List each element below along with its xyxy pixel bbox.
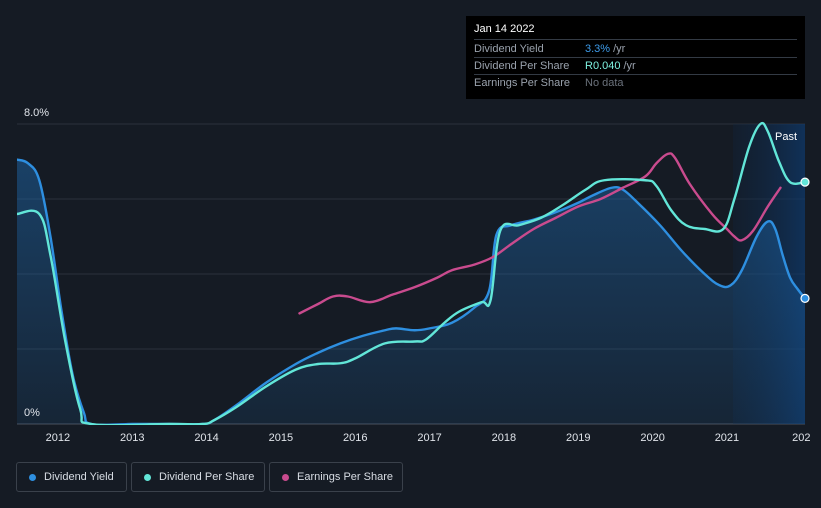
legend-dot-icon — [144, 473, 151, 481]
tooltip-row-dividend-yield: Dividend Yield 3.3% /yr — [474, 41, 797, 58]
tooltip-date: Jan 14 2022 — [474, 23, 797, 40]
legend-dividend-yield[interactable]: Dividend Yield — [16, 462, 127, 492]
legend-earnings-per-share[interactable]: Earnings Per Share — [269, 462, 403, 492]
dividend-per-share-line — [17, 121, 805, 425]
x-tick-label: 202 — [792, 432, 810, 444]
axis-layer: 0% 8.0% 2012 2013 2014 2015 2016 2017 2018 2019 20… — [24, 107, 810, 444]
tooltip-row-dividend-per-share: Dividend Per Share R0.040 /yr — [474, 58, 797, 75]
tooltip-value: R0.040 — [585, 60, 621, 72]
x-tick-label: 2019 — [566, 432, 590, 444]
tooltip-value: 3.3% — [585, 43, 611, 55]
x-tick-label: 2015 — [269, 432, 293, 444]
y-tick-label: 8.0% — [24, 107, 49, 119]
past-label: Past — [775, 131, 797, 143]
legend-label: Earnings Per Share — [297, 471, 393, 483]
x-tick-label: 2014 — [194, 432, 218, 444]
legend-label: Dividend Per Share — [159, 471, 255, 483]
legend-label: Dividend Yield — [44, 471, 114, 483]
y-tick-label: 0% — [24, 407, 40, 419]
tooltip-unit: /yr — [613, 43, 626, 55]
tooltip: Jan 14 2022 Dividend Yield 3.3% /yr Divi… — [466, 16, 805, 99]
tooltip-value: No data — [585, 77, 624, 89]
dividend-per-share-end-point — [800, 177, 810, 187]
dividend-yield-area — [17, 159, 805, 425]
tooltip-label: Earnings Per Share — [474, 77, 570, 89]
legend-dot-icon — [282, 473, 289, 481]
x-tick-label: 2013 — [120, 432, 144, 444]
tooltip-label: Dividend Per Share — [474, 60, 570, 72]
series-layer — [17, 121, 805, 425]
x-tick-label: 2020 — [640, 432, 664, 444]
tooltip-row-earnings-per-share: Earnings Per Share No data — [474, 75, 797, 91]
x-tick-label: 2012 — [46, 432, 70, 444]
x-tick-label: 2016 — [343, 432, 367, 444]
dividend-yield-end-point — [800, 293, 810, 303]
tooltip-label: Dividend Yield — [474, 43, 544, 55]
x-tick-label: 2021 — [715, 432, 739, 444]
legend-dot-icon — [29, 473, 36, 481]
legend-dividend-per-share[interactable]: Dividend Per Share — [131, 462, 265, 492]
earnings-per-share-line — [298, 152, 782, 315]
x-tick-label: 2018 — [492, 432, 516, 444]
tooltip-unit: /yr — [623, 60, 636, 72]
x-tick-label: 2017 — [417, 432, 441, 444]
